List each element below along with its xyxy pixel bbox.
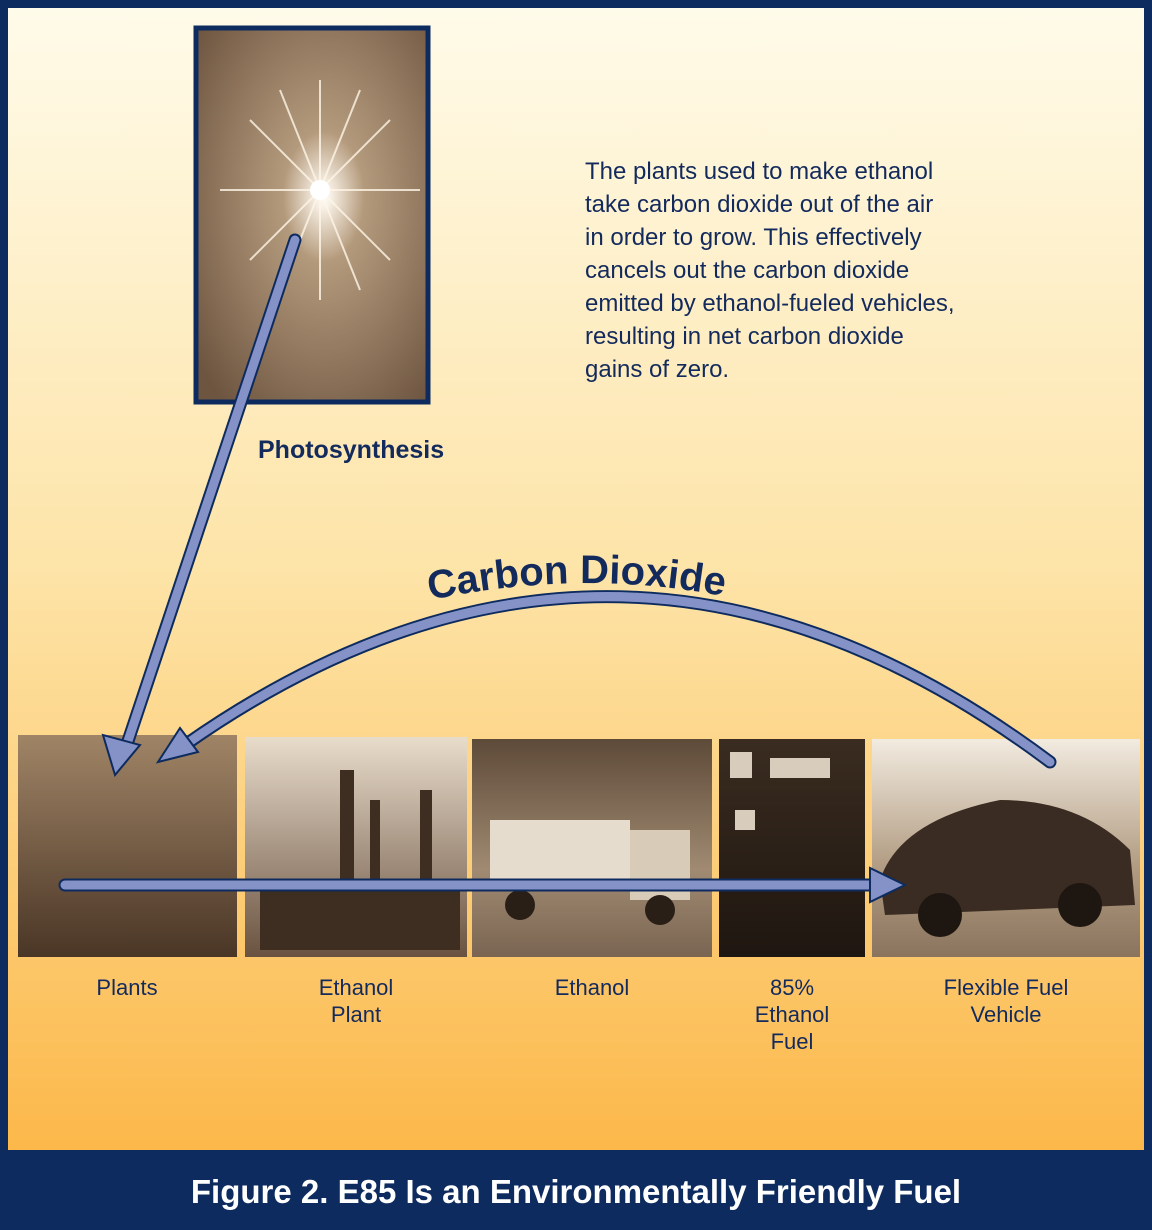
photosynthesis-label: Photosynthesis — [258, 436, 444, 464]
description-line: resulting in net carbon dioxide — [585, 323, 904, 350]
stage-label: Ethanol — [755, 1002, 830, 1027]
figure: Photosynthesis The plants used to make e… — [0, 0, 1152, 1230]
description-line: take carbon dioxide out of the air — [585, 191, 933, 218]
stage-label: Plant — [331, 1002, 381, 1027]
page: Photosynthesis The plants used to make e… — [0, 0, 1152, 1230]
sun-photo — [196, 28, 428, 402]
stage-label: Vehicle — [971, 1002, 1042, 1027]
stage-label: 85% — [770, 975, 814, 1000]
description: The plants used to make ethanol take carb… — [585, 158, 955, 383]
caption: Figure 2. E85 Is an Environmentally Frie… — [191, 1173, 961, 1210]
description-line: The plants used to make ethanol — [585, 158, 933, 185]
description-line: gains of zero. — [585, 356, 729, 383]
photo-row — [18, 735, 1140, 957]
stage-label: Plants — [96, 975, 157, 1000]
stage-label: Fuel — [771, 1029, 814, 1054]
stage-label: Ethanol — [319, 975, 394, 1000]
description-line: in order to grow. This effectively — [585, 224, 922, 251]
description-line: cancels out the carbon dioxide — [585, 257, 909, 284]
description-line: emitted by ethanol-fueled vehicles, — [585, 290, 955, 317]
stage-label: Flexible Fuel — [944, 975, 1069, 1000]
plants-photo — [18, 735, 237, 957]
stage-label: Ethanol — [555, 975, 630, 1000]
